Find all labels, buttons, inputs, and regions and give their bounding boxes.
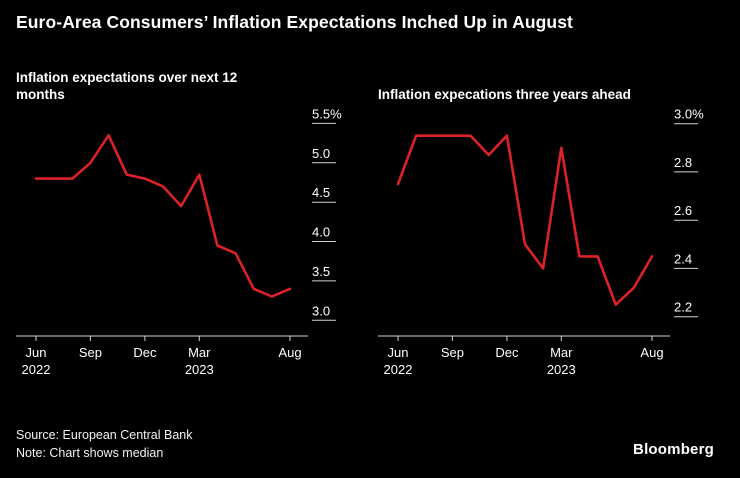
chart-subtitle-12-months-text: Inflation expectations over next 12 mont… xyxy=(16,69,238,103)
source-note: Source: European Central Bank xyxy=(16,427,193,442)
svg-text:2.2: 2.2 xyxy=(674,300,692,315)
svg-text:2.4: 2.4 xyxy=(674,251,692,266)
svg-text:5.5%: 5.5% xyxy=(312,106,342,121)
chart-next-12-months: Inflation expectations over next 12 mont… xyxy=(16,58,356,378)
svg-text:Aug: Aug xyxy=(278,345,301,360)
svg-text:2023: 2023 xyxy=(185,362,214,377)
svg-text:2.6: 2.6 xyxy=(674,203,692,218)
chart-subtitle-three-years: Inflation expecations three years ahead xyxy=(378,58,718,104)
svg-text:4.5: 4.5 xyxy=(312,185,330,200)
line-chart-three-years: Jun 2022 Sep Dec Mar 2023 Aug 3.0% 2.8 2.6 2.4 2.2 xyxy=(378,107,704,377)
svg-text:2022: 2022 xyxy=(384,362,413,377)
headline: Euro-Area Consumers’ Inflation Expectati… xyxy=(16,12,573,32)
svg-text:Mar: Mar xyxy=(188,345,211,360)
svg-text:Mar: Mar xyxy=(550,345,573,360)
line-chart-12-months: Jun 2022 Sep Dec Mar 2023 Aug 5.5% 5.0 4.5 4.0 3.5 3… xyxy=(16,106,342,377)
svg-text:Jun: Jun xyxy=(388,345,409,360)
svg-text:3.0%: 3.0% xyxy=(674,107,704,122)
chart-subtitle-three-years-text: Inflation expecations three years ahead xyxy=(378,87,631,103)
svg-text:4.0: 4.0 xyxy=(312,225,330,240)
svg-text:Sep: Sep xyxy=(441,345,464,360)
svg-text:2023: 2023 xyxy=(547,362,576,377)
chart-subtitle-12-months: Inflation expectations over next 12 mont… xyxy=(16,58,356,104)
method-note: Note: Chart shows median xyxy=(16,445,164,460)
svg-text:Sep: Sep xyxy=(79,345,102,360)
svg-text:3.5: 3.5 xyxy=(312,264,330,279)
svg-text:Aug: Aug xyxy=(640,345,663,360)
svg-text:Dec: Dec xyxy=(495,345,519,360)
svg-text:Jun: Jun xyxy=(26,345,47,360)
svg-text:2.8: 2.8 xyxy=(674,155,692,170)
source-note-block: Source: European Central Bank Note: Char… xyxy=(16,426,193,462)
svg-text:Dec: Dec xyxy=(133,345,157,360)
svg-text:3.0: 3.0 xyxy=(312,303,330,318)
svg-text:5.0: 5.0 xyxy=(312,146,330,161)
svg-text:2022: 2022 xyxy=(22,362,51,377)
chart-three-years-ahead: Inflation expecations three years ahead … xyxy=(378,58,718,378)
bloomberg-logo: Bloomberg xyxy=(633,441,714,458)
